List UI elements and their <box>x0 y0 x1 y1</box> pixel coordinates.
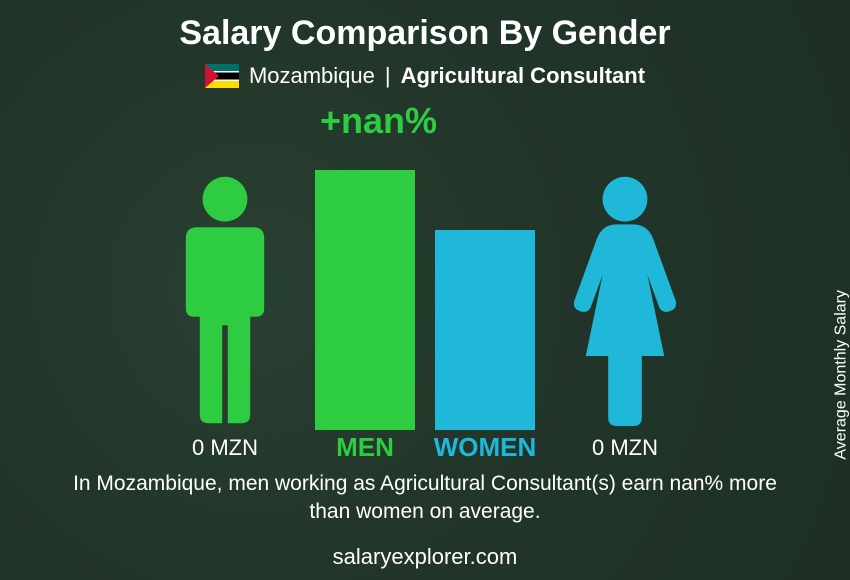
men-salary-value: 0 MZN <box>155 432 295 463</box>
women-bar-label: WOMEN <box>435 432 535 463</box>
women-salary-value: 0 MZN <box>555 432 695 463</box>
country-label: Mozambique <box>249 63 375 89</box>
man-icon <box>155 170 295 430</box>
gender-salary-chart <box>0 140 850 430</box>
page-title: Salary Comparison By Gender <box>0 0 850 53</box>
description-text: In Mozambique, men working as Agricultur… <box>60 470 790 527</box>
woman-icon <box>555 170 695 430</box>
mozambique-flag-icon <box>205 64 239 88</box>
y-axis-label: Average Monthly Salary <box>833 290 850 460</box>
women-bar <box>435 230 535 430</box>
separator: | <box>385 63 391 89</box>
job-title-label: Agricultural Consultant <box>401 63 645 89</box>
men-bar <box>315 170 415 430</box>
footer-source: salaryexplorer.com <box>0 544 850 570</box>
labels-row: 0 MZN MEN WOMEN 0 MZN <box>0 432 850 463</box>
percent-difference-label: +nan% <box>320 100 437 142</box>
men-bar-label: MEN <box>315 432 415 463</box>
subtitle-row: Mozambique | Agricultural Consultant <box>0 63 850 89</box>
